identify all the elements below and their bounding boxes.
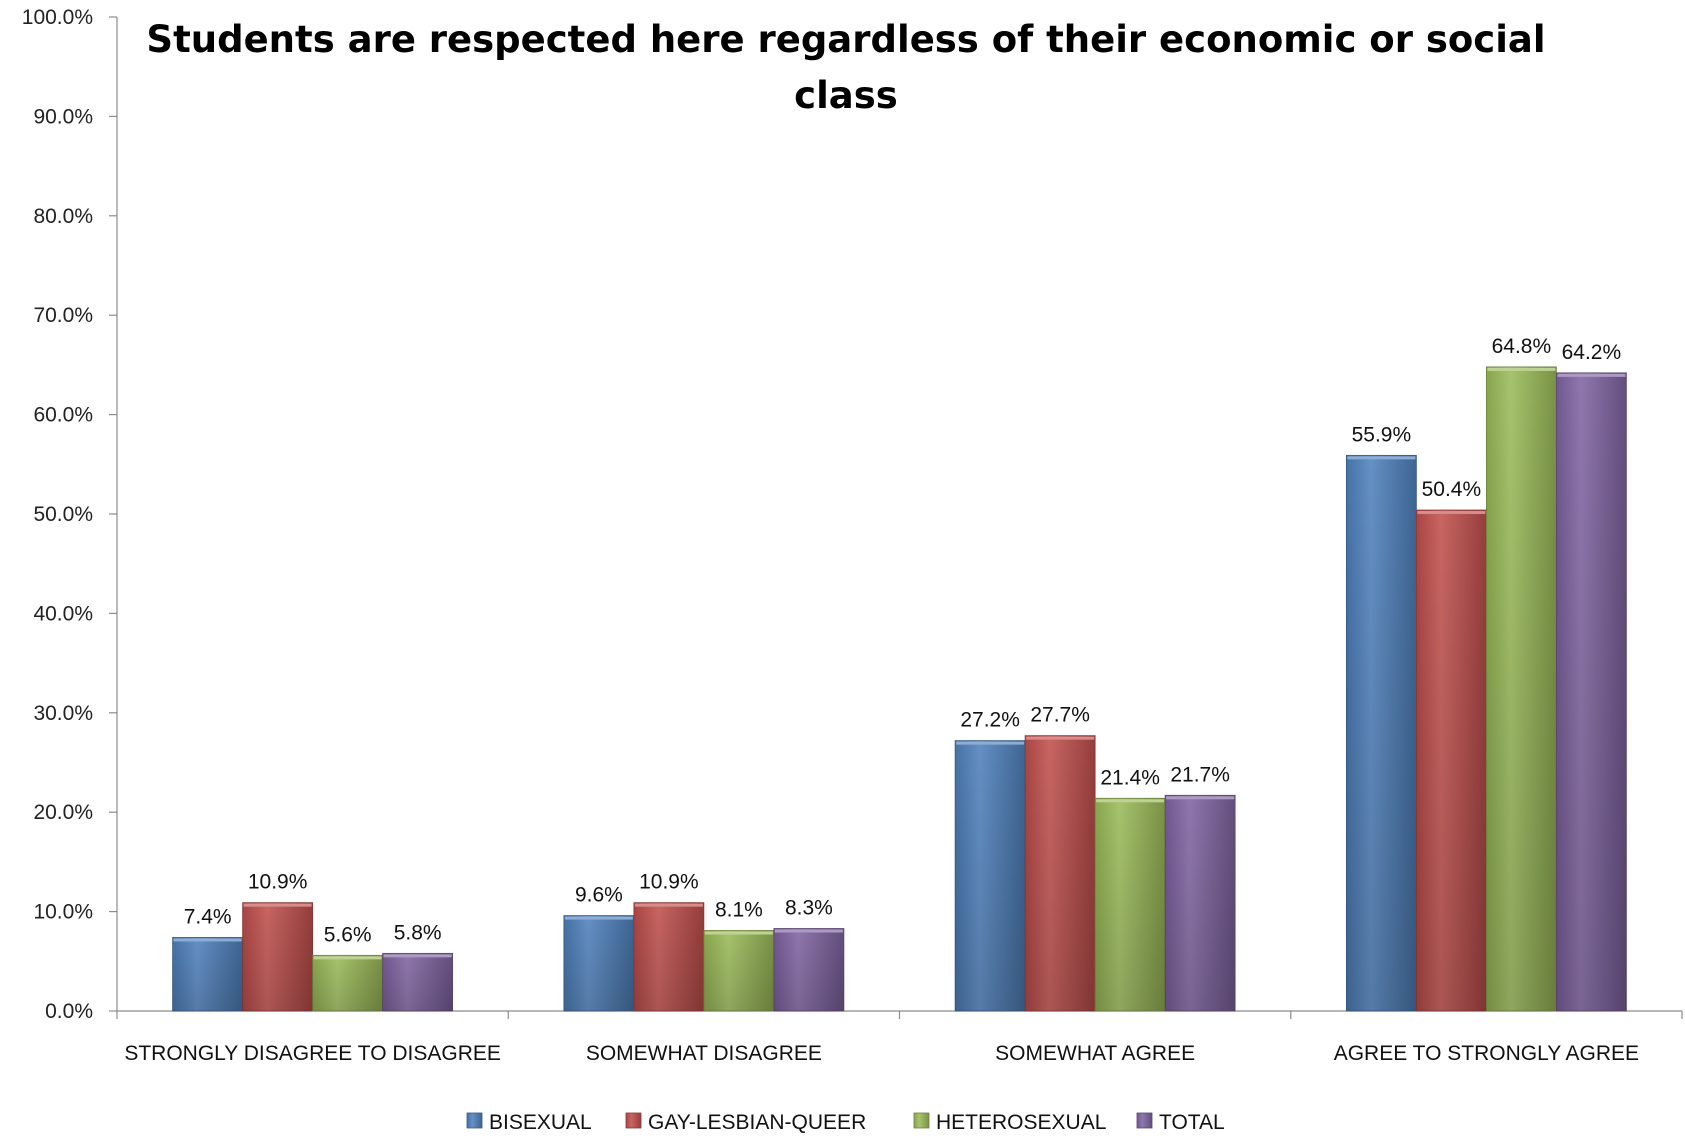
bar-top-highlight [704, 931, 773, 935]
bar-shade [1025, 735, 1096, 1011]
data-labels: 7.4% 10.9% 5.6% 5.8% 9.6% 10.9% 8.1% 8.3% 27.2% 2… [184, 335, 1621, 946]
bar-top-highlight [1166, 796, 1235, 800]
bar-top-highlight [956, 741, 1025, 745]
bar-top-highlight [634, 903, 703, 907]
bar-top-highlight [1487, 367, 1556, 371]
data-label: 21.4% [1100, 766, 1160, 789]
legend-label: GAY-LESBIAN-QUEER [648, 1111, 866, 1134]
x-axis: STRONGLY DISAGREE TO DISAGREE SOMEWHAT DI… [116, 1010, 1683, 1065]
bar-top-highlight [774, 929, 843, 933]
data-label: 5.6% [324, 923, 372, 946]
y-tick-label: 40.0% [33, 602, 93, 625]
bar-top-highlight [1417, 511, 1486, 515]
y-tick-label: 0.0% [45, 1000, 93, 1023]
data-label: 64.2% [1562, 341, 1622, 364]
data-label: 8.3% [785, 896, 833, 919]
bar-shade [703, 930, 774, 1011]
y-tick-label: 60.0% [33, 404, 93, 427]
bar-shade [1165, 795, 1236, 1011]
bar-shade [172, 937, 243, 1011]
legend-swatch [1136, 1112, 1153, 1129]
bar-shade [1486, 366, 1557, 1011]
bar-shade [382, 953, 453, 1011]
y-tick-label: 30.0% [33, 702, 93, 725]
y-tick-label: 90.0% [33, 105, 93, 128]
chart-title-line-2: class [794, 74, 898, 117]
legend-label: HETEROSEXUAL [936, 1111, 1106, 1134]
chart-title-line-1: Students are respected here regardless o… [146, 18, 1545, 61]
bar-top-highlight [1096, 799, 1165, 803]
data-label: 5.8% [394, 921, 442, 944]
bar-shade [312, 955, 383, 1011]
y-tick-label: 70.0% [33, 304, 93, 327]
bar-shade [563, 915, 634, 1011]
bar-shade [773, 928, 844, 1011]
y-tick-label: 20.0% [33, 801, 93, 824]
legend-swatch [466, 1112, 483, 1129]
legend-label: TOTAL [1159, 1111, 1225, 1134]
legend: BISEXUAL GAY-LESBIAN-QUEER HETEROSEXUAL TOT… [466, 1111, 1225, 1134]
bar-shade [1346, 455, 1417, 1011]
data-label: 10.9% [248, 871, 308, 894]
bar-shade [955, 740, 1026, 1011]
data-label: 27.2% [960, 709, 1020, 732]
x-category-label: STRONGLY DISAGREE TO DISAGREE [124, 1042, 501, 1065]
bar-top-highlight [383, 954, 452, 958]
bar-top-highlight [564, 916, 633, 920]
x-category-label: SOMEWHAT AGREE [995, 1042, 1195, 1065]
legend-swatch [913, 1112, 930, 1129]
bars [172, 366, 1627, 1012]
bar-top-highlight [1557, 373, 1626, 377]
bar-shade [242, 902, 313, 1011]
legend-swatch [625, 1112, 642, 1129]
data-label: 9.6% [575, 884, 623, 907]
data-label: 21.7% [1170, 763, 1230, 786]
bar-shade [1095, 798, 1166, 1011]
chart-title: Students are respected here regardless o… [146, 18, 1545, 117]
bar-shade [1556, 372, 1627, 1011]
x-category-label: AGREE TO STRONGLY AGREE [1334, 1042, 1639, 1065]
bar-top-highlight [1026, 736, 1095, 740]
legend-label: BISEXUAL [489, 1111, 592, 1134]
y-tick-label: 80.0% [33, 205, 93, 228]
bar-top-highlight [313, 956, 382, 960]
bar-shade [1416, 510, 1487, 1011]
bar-top-highlight [243, 903, 312, 907]
data-label: 27.7% [1030, 704, 1090, 727]
y-tick-label: 50.0% [33, 503, 93, 526]
x-category-label: SOMEWHAT DISAGREE [586, 1042, 822, 1065]
data-label: 55.9% [1352, 423, 1412, 446]
y-tick-label: 100.0% [22, 6, 93, 29]
y-tick-label: 10.0% [33, 901, 93, 924]
data-label: 50.4% [1422, 478, 1482, 501]
data-label: 64.8% [1492, 335, 1552, 358]
data-label: 8.1% [715, 898, 763, 921]
data-label: 7.4% [184, 905, 232, 928]
bar-top-highlight [173, 938, 242, 942]
data-label: 10.9% [639, 871, 699, 894]
y-axis: 0.0% 10.0% 20.0% 30.0% 40.0% 50.0% 60.0% 70.0% 8… [22, 6, 118, 1023]
bar-top-highlight [1347, 456, 1416, 460]
bar-shade [633, 902, 704, 1011]
